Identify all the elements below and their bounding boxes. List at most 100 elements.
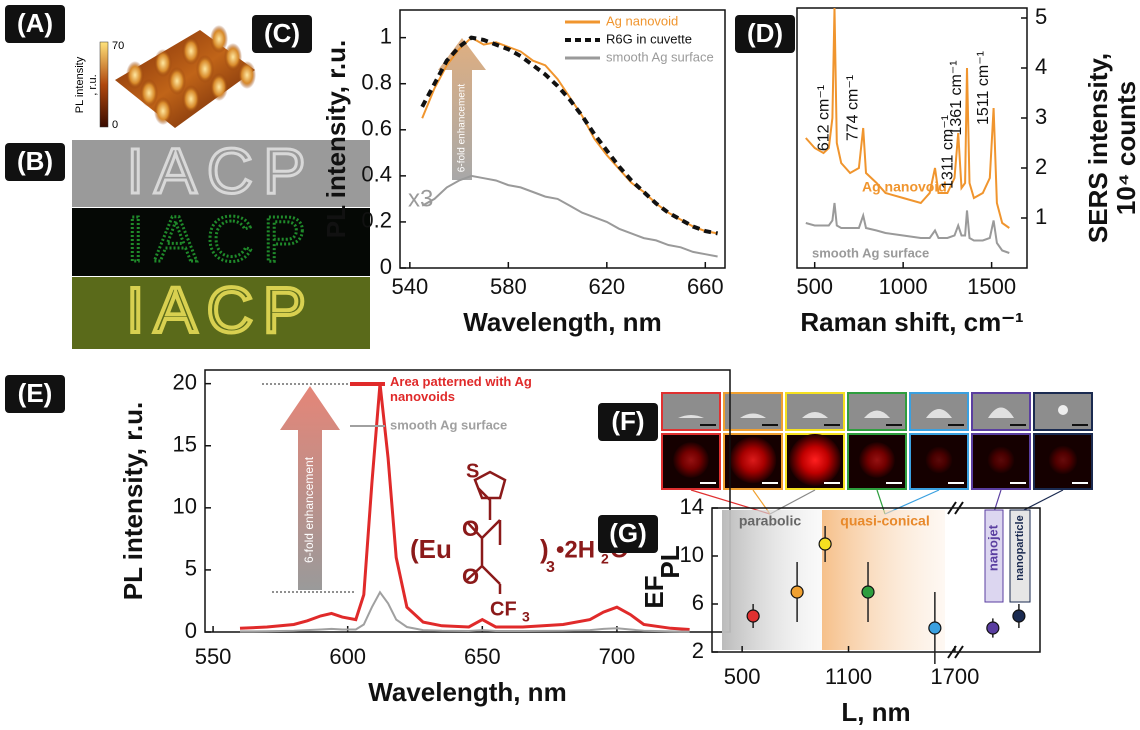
x-axis-label: Wavelength, nm <box>368 677 566 707</box>
peak-label: 1511 cm⁻¹ <box>975 51 992 125</box>
x-tick-label: 660 <box>687 274 724 299</box>
group-region <box>722 510 822 650</box>
peak-label: 1361 cm⁻¹ <box>948 60 965 135</box>
panel-label: (B) <box>17 146 53 176</box>
series-label: smooth Ag surface <box>812 245 929 260</box>
surface-peak <box>196 55 214 83</box>
y-tick-label: 0.6 <box>361 116 392 141</box>
y-tick-label: 0 <box>380 254 392 279</box>
x-tick-label: 600 <box>329 644 366 669</box>
formula-text: 3 <box>522 609 530 625</box>
formula-text: O <box>462 516 479 541</box>
x-axis-label: L, nm <box>841 697 910 727</box>
x-tick-label: 500 <box>724 664 761 689</box>
y-tick-label: 2 <box>1035 154 1047 179</box>
legend-label: smooth Ag surface <box>606 49 714 64</box>
image-grid <box>662 393 1092 514</box>
panel-label: (G) <box>609 518 647 548</box>
y-axis-label: PL intensity, r.u. <box>321 40 351 238</box>
x-tick-label: 620 <box>588 274 625 299</box>
annotation: 6-fold enhancement <box>302 456 316 563</box>
x-tick-label: 1500 <box>967 274 1016 299</box>
surface-peak <box>210 73 228 101</box>
legend-label: Area patterned with Ag nanovoids <box>390 374 540 404</box>
pl-spot <box>673 442 709 478</box>
annotation: 6-fold enhancement <box>457 84 468 173</box>
group-label: nanoparticle <box>1014 515 1026 580</box>
point <box>819 538 831 550</box>
panel-label: (D) <box>747 18 783 48</box>
y-tick-label: 10 <box>173 494 197 519</box>
y-axis-label: SERS intensity, <box>1083 53 1113 243</box>
y-axis-label-sub: PL <box>655 545 685 578</box>
x-tick-label: 500 <box>796 274 833 299</box>
formula-text: 2 <box>601 551 609 567</box>
peak-label: 774 cm⁻¹ <box>844 75 861 141</box>
group-label: quasi-conical <box>840 513 929 529</box>
colorbar-max: 70 <box>112 40 124 52</box>
annotation: x3 <box>408 185 433 212</box>
pl-spot <box>859 442 895 478</box>
x-tick-label: 550 <box>195 644 232 669</box>
surface-peak <box>210 25 228 53</box>
sem-particle <box>1058 405 1068 415</box>
formula-text: (Eu <box>410 534 452 564</box>
x-tick-label: 700 <box>599 644 636 669</box>
axis-break <box>948 502 963 658</box>
x-axis-label: Wavelength, nm <box>463 307 661 337</box>
figure: (A) 70 0 PL intensity , r.u. (B) IACP IA… <box>0 0 1140 730</box>
panel-label: (E) <box>18 378 53 408</box>
y-tick-label: 3 <box>1035 104 1047 129</box>
x-tick-label: 540 <box>391 274 428 299</box>
pattern-text: IACP <box>126 203 315 275</box>
point <box>1013 610 1025 622</box>
formula-text: 3 <box>546 559 555 576</box>
x-tick-label: 580 <box>490 274 527 299</box>
panel-label: (F) <box>611 406 644 436</box>
y-tick-label: 15 <box>173 432 197 457</box>
colorbar <box>100 42 108 127</box>
surface-peak <box>168 67 186 95</box>
y-tick-label: 6 <box>692 590 704 615</box>
pl-spot <box>988 447 1015 474</box>
panel-label: (A) <box>17 8 53 38</box>
formula-text: CF <box>490 598 517 620</box>
y-tick-label: 0 <box>185 618 197 643</box>
y-axis-label: EF <box>639 575 669 608</box>
formula-text: O <box>462 564 479 589</box>
point <box>862 586 874 598</box>
y-tick-label: 4 <box>1035 54 1047 79</box>
pl-spot <box>730 437 777 484</box>
y-tick-label: 0.8 <box>361 70 392 95</box>
x-axis-label: Raman shift, cm⁻¹ <box>800 307 1023 337</box>
surface-peak <box>182 85 200 113</box>
y-axis-label: 10⁴ counts <box>1111 81 1140 215</box>
point <box>747 610 759 622</box>
surface-peak <box>224 43 242 71</box>
x-tick-label: 1100 <box>825 664 872 689</box>
y-tick-label: 0.4 <box>361 162 392 187</box>
series-label: Ag nanovoid <box>862 179 947 195</box>
x-tick-label: 1700 <box>930 664 979 689</box>
surface-peak <box>126 61 144 89</box>
point <box>929 622 941 634</box>
peak-label: 612 cm⁻¹ <box>816 85 833 151</box>
x-tick-label: 650 <box>464 644 501 669</box>
surface-peak <box>182 37 200 65</box>
thiophene-ring <box>475 472 505 498</box>
y-tick-label: 1 <box>1035 204 1047 229</box>
group-label: parabolic <box>739 513 801 529</box>
x-tick-label: 1000 <box>879 274 928 299</box>
legend-label: Ag nanovoid <box>606 13 678 28</box>
y-tick-label: 14 <box>680 494 704 519</box>
surface-peak <box>238 61 256 89</box>
legend-label: R6G in cuvette <box>606 31 692 46</box>
legend-label: smooth Ag surface <box>390 417 507 432</box>
pattern-text: IACP <box>126 274 315 346</box>
point <box>791 586 803 598</box>
y-tick-label: 0.2 <box>361 208 392 233</box>
y-tick-label: 20 <box>173 369 197 394</box>
y-tick-label: 5 <box>1035 4 1047 29</box>
surface-peak <box>154 97 172 125</box>
y-tick-label: 5 <box>185 556 197 581</box>
